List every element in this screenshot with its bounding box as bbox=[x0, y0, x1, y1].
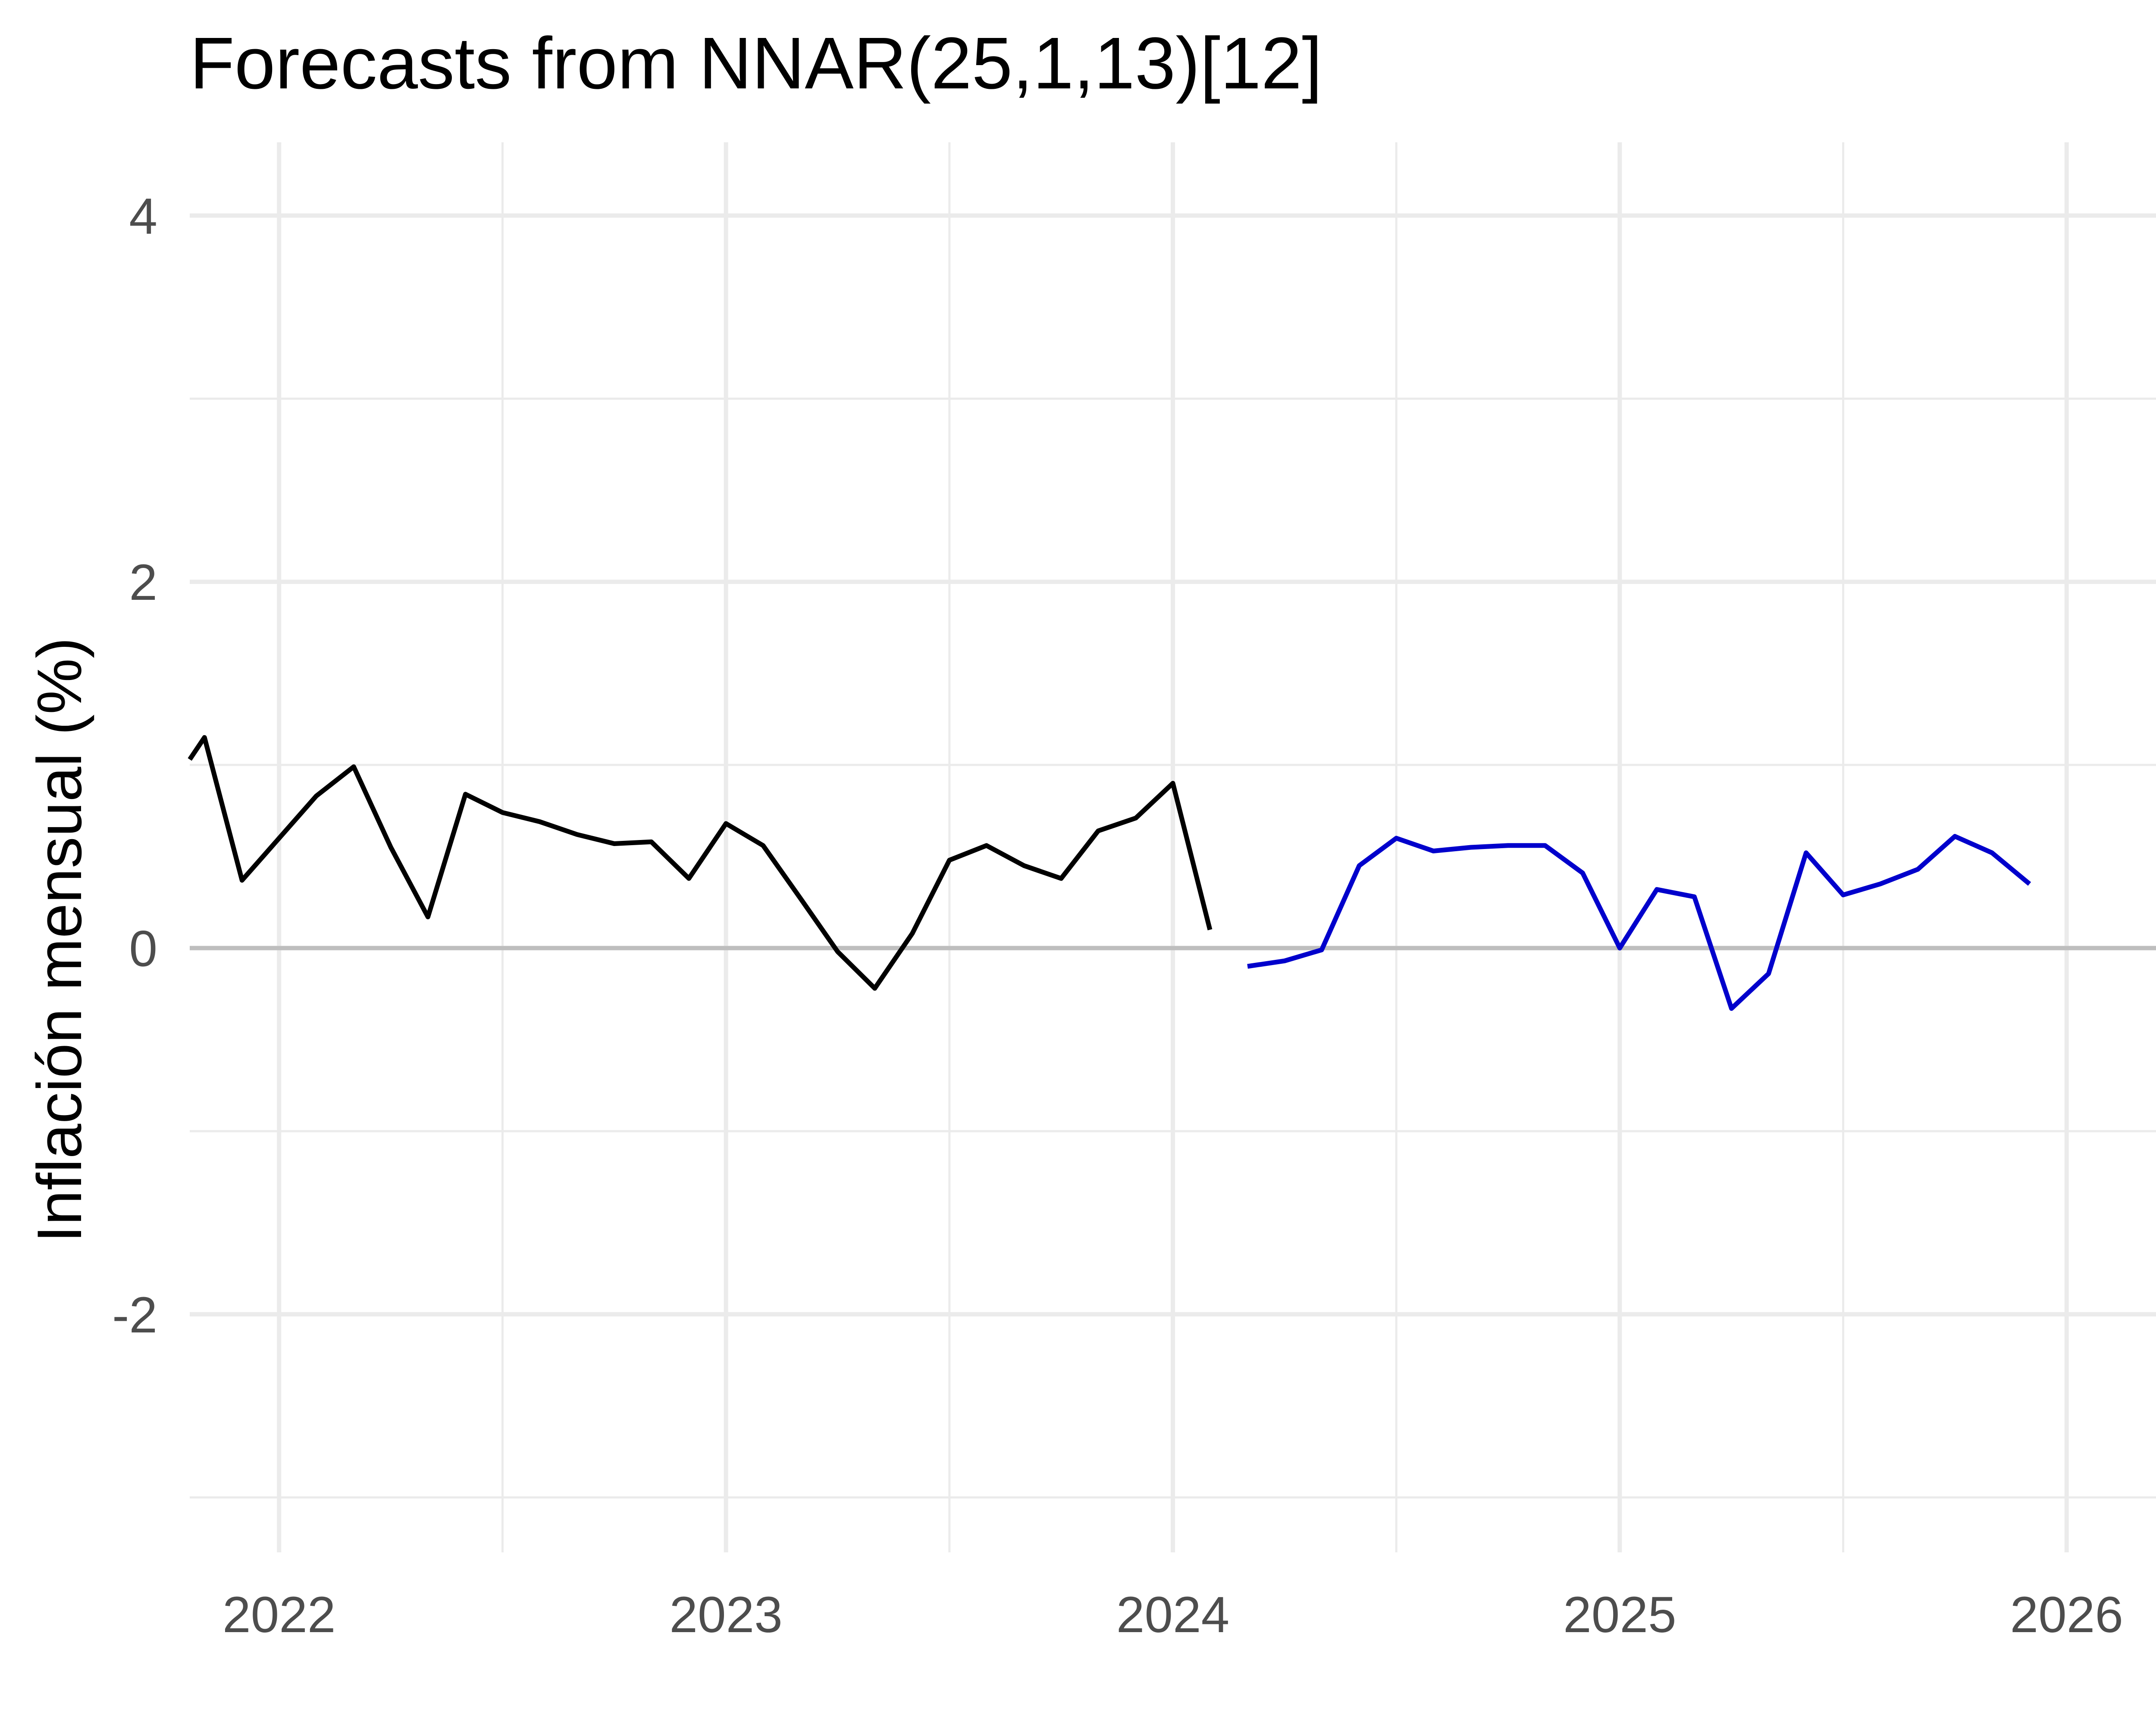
x-axis-tick-labels: 2022 2023 2024 2025 2026 bbox=[222, 1586, 2123, 1643]
x-tick-label: 2023 bbox=[669, 1586, 783, 1643]
y-axis-tick-labels: -2 0 2 4 bbox=[112, 188, 157, 1344]
y-tick-label: -2 bbox=[112, 1287, 157, 1344]
x-tick-label: 2026 bbox=[2010, 1586, 2123, 1643]
x-tick-label: 2022 bbox=[222, 1586, 336, 1643]
y-tick-label: 2 bbox=[129, 554, 157, 611]
y-tick-label: 4 bbox=[129, 188, 157, 245]
chart-title: Forecasts from NNAR(25,1,13)[12] bbox=[190, 22, 1322, 104]
observed-series-line bbox=[188, 735, 1213, 991]
x-tick-label: 2024 bbox=[1116, 1586, 1230, 1643]
major-gridlines bbox=[190, 142, 2156, 1552]
series-lines bbox=[188, 735, 2031, 1011]
forecast-series-line bbox=[1247, 834, 2031, 1011]
x-tick-label: 2025 bbox=[1563, 1586, 1677, 1643]
y-axis-label: Inflación mensual (%) bbox=[24, 637, 94, 1243]
y-tick-label: 0 bbox=[129, 921, 157, 978]
